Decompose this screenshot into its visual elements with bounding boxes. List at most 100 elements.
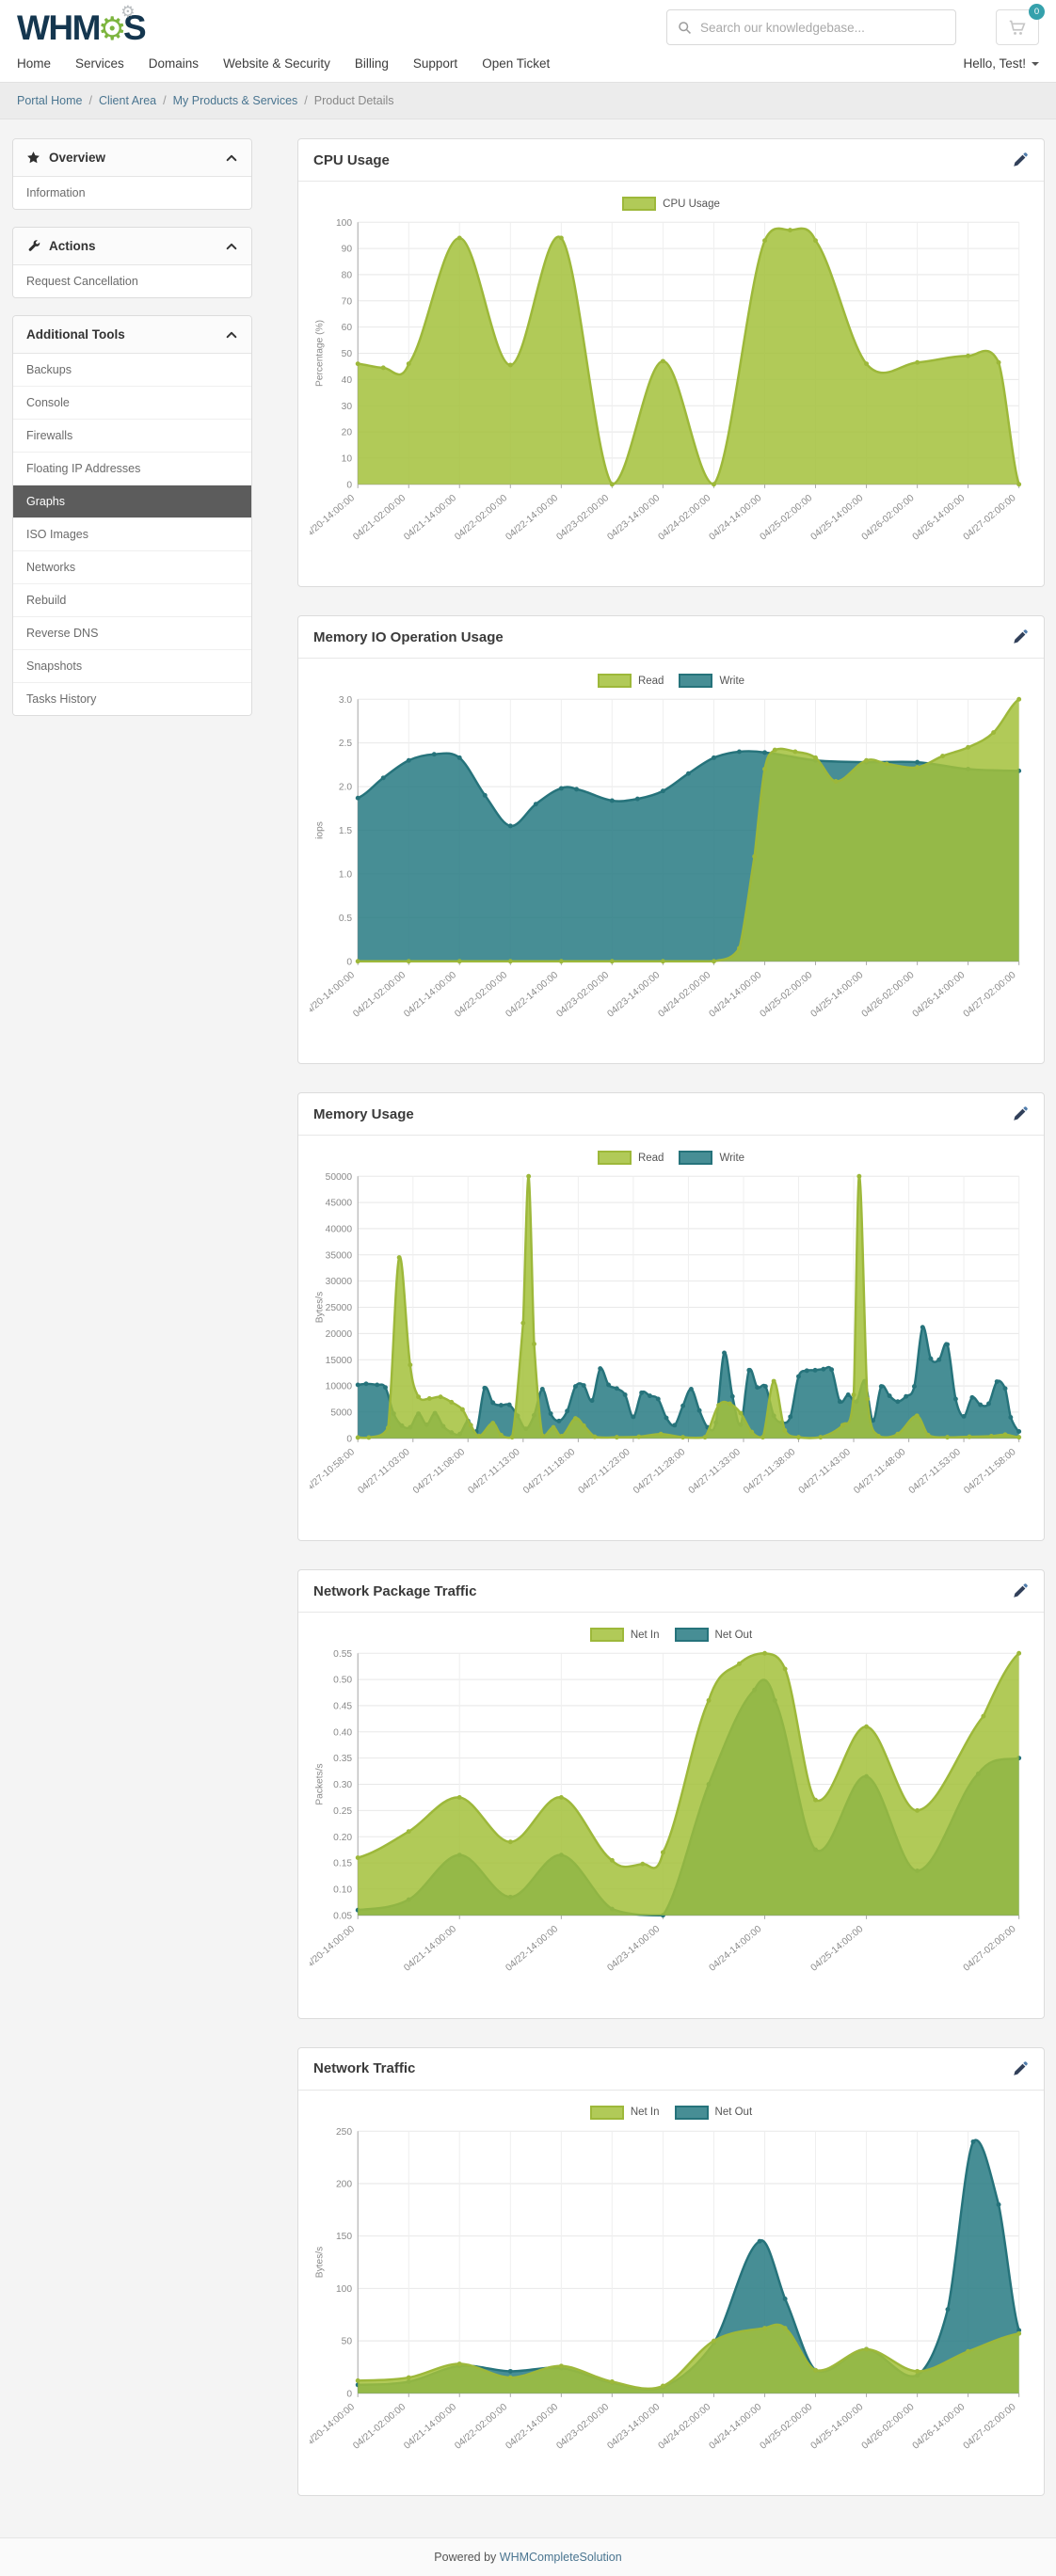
sidebar-item-reverse-dns[interactable]: Reverse DNS: [13, 617, 251, 650]
nav-item-domains[interactable]: Domains: [148, 56, 200, 71]
svg-text:30: 30: [342, 402, 353, 412]
chevron-down-icon: [1032, 61, 1039, 66]
svg-text:04/23-14:00:00: 04/23-14:00:00: [606, 1924, 663, 1974]
svg-text:60: 60: [342, 323, 353, 333]
area-chart: 0 50 100 150 200 250 04/20-14:00:0004/21-02:00…: [310, 2126, 1022, 2451]
sidebar-group-header[interactable]: Additional Tools: [13, 316, 251, 354]
svg-text:04/26-02:00:00: 04/26-02:00:00: [860, 2401, 917, 2451]
svg-text:04/21-02:00:00: 04/21-02:00:00: [351, 970, 408, 1020]
cart-button[interactable]: 0: [996, 4, 1045, 45]
logo-text-pre: WHM: [17, 8, 101, 47]
breadcrumb-item-client-area[interactable]: Client Area: [98, 94, 157, 107]
legend-item-net-in: Net In: [589, 1628, 660, 1643]
legend-swatch: [679, 674, 713, 689]
sidebar-item-rebuild[interactable]: Rebuild: [13, 584, 251, 617]
nav-item-services[interactable]: Services: [75, 56, 124, 71]
sidebar-item-graphs[interactable]: Graphs: [13, 485, 251, 518]
chevron-up-icon[interactable]: [225, 328, 238, 342]
svg-text:10000: 10000: [326, 1382, 353, 1392]
svg-text:0: 0: [346, 480, 352, 490]
svg-text:0.55: 0.55: [333, 1649, 352, 1660]
svg-text:50: 50: [342, 2336, 353, 2346]
svg-text:04/20-14:00:00: 04/20-14:00:00: [310, 493, 357, 543]
sidebar-item-floating-ip-addresses[interactable]: Floating IP Addresses: [13, 453, 251, 485]
breadcrumb-item-my-products-services[interactable]: My Products & Services: [172, 94, 298, 107]
breadcrumb-item-portal-home[interactable]: Portal Home: [17, 94, 83, 107]
sidebar-item-information[interactable]: Information: [13, 177, 251, 209]
pencil-icon[interactable]: [1012, 628, 1029, 645]
panel-title: CPU Usage: [313, 151, 390, 168]
chart-legend: Read Write: [310, 1145, 1032, 1167]
whmcs-logo[interactable]: WHM ⚙ ⚙ S: [17, 4, 147, 47]
sidebar-item-iso-images[interactable]: ISO Images: [13, 518, 251, 551]
svg-text:04/24-14:00:00: 04/24-14:00:00: [708, 1924, 764, 1974]
svg-text:04/25-14:00:00: 04/25-14:00:00: [809, 970, 866, 1020]
breadcrumb-item-product-details: Product Details: [313, 94, 394, 107]
nav-item-open-ticket[interactable]: Open Ticket: [482, 56, 551, 71]
pencil-icon[interactable]: [1012, 1582, 1029, 1599]
charts-column: CPU Usage CPU Usage 0 10 20 30 40 50 60 70 80 90 100…: [297, 138, 1045, 2524]
svg-text:04/22-02:00:00: 04/22-02:00:00: [453, 970, 509, 1020]
sidebar-item-request-cancellation[interactable]: Request Cancellation: [13, 265, 251, 297]
svg-text:04/27-11:18:00: 04/27-11:18:00: [521, 1447, 577, 1496]
chart-panel-cpu-usage: CPU Usage CPU Usage 0 10 20 30 40 50 60 70 80 90 100…: [297, 138, 1045, 588]
nav-item-billing[interactable]: Billing: [354, 56, 389, 71]
panel-body: CPU Usage 0 10 20 30 40 50 60 70 80 90 100 04/20-14:…: [298, 182, 1044, 586]
svg-text:0.25: 0.25: [333, 1806, 352, 1817]
svg-text:04/24-02:00:00: 04/24-02:00:00: [657, 493, 713, 543]
svg-text:04/26-14:00:00: 04/26-14:00:00: [911, 2401, 968, 2451]
nav-item-support[interactable]: Support: [412, 56, 458, 71]
svg-text:04/25-02:00:00: 04/25-02:00:00: [759, 970, 815, 1020]
sidebar-item-console[interactable]: Console: [13, 387, 251, 420]
user-menu[interactable]: Hello, Test!: [963, 56, 1039, 71]
pencil-icon[interactable]: [1012, 2060, 1029, 2077]
svg-text:04/22-02:00:00: 04/22-02:00:00: [453, 2401, 509, 2451]
sidebar-item-firewalls[interactable]: Firewalls: [13, 420, 251, 453]
svg-text:0.50: 0.50: [333, 1676, 352, 1686]
svg-text:04/21-14:00:00: 04/21-14:00:00: [402, 1924, 458, 1974]
svg-text:70: 70: [342, 296, 353, 307]
svg-text:100: 100: [336, 2284, 352, 2295]
panel-header: CPU Usage: [298, 139, 1044, 182]
svg-text:04/21-02:00:00: 04/21-02:00:00: [351, 493, 408, 543]
svg-text:04/22-14:00:00: 04/22-14:00:00: [504, 970, 560, 1020]
svg-text:Packets/s: Packets/s: [314, 1764, 325, 1805]
legend-swatch: [674, 2105, 709, 2120]
svg-text:15000: 15000: [326, 1356, 353, 1366]
svg-text:04/27-11:48:00: 04/27-11:48:00: [852, 1447, 907, 1496]
legend-swatch: [589, 1628, 624, 1643]
sidebar-group-actions: Actions Request Cancellation: [12, 227, 252, 298]
panel-header: Network Package Traffic: [298, 1570, 1044, 1614]
sidebar-item-snapshots[interactable]: Snapshots: [13, 650, 251, 683]
legend-label: Read: [637, 675, 664, 687]
sidebar-group-header[interactable]: Overview: [13, 139, 251, 177]
legend-item-write: Write: [679, 674, 744, 689]
sidebar-group-overview: Overview Information: [12, 138, 252, 210]
sidebar-item-backups[interactable]: Backups: [13, 354, 251, 387]
page-footer: Powered by WHMCompleteSolution: [0, 2536, 1056, 2576]
svg-text:0: 0: [346, 1435, 352, 1445]
panel-header: Memory IO Operation Usage: [298, 616, 1044, 660]
sidebar-group-title: Additional Tools: [26, 327, 125, 342]
sidebar-item-tasks-history[interactable]: Tasks History: [13, 683, 251, 715]
svg-text:150: 150: [336, 2232, 352, 2242]
svg-text:20: 20: [342, 428, 353, 438]
svg-text:04/27-02:00:00: 04/27-02:00:00: [962, 493, 1018, 543]
pencil-icon[interactable]: [1012, 1105, 1029, 1122]
nav-item-website-security[interactable]: Website & Security: [223, 56, 330, 71]
chevron-up-icon[interactable]: [225, 151, 238, 165]
panel-title: Network Traffic: [313, 2060, 416, 2077]
svg-text:04/26-14:00:00: 04/26-14:00:00: [911, 493, 968, 543]
footer-link[interactable]: WHMCompleteSolution: [499, 2550, 622, 2564]
logo-text-post: S: [122, 8, 147, 47]
svg-text:1.5: 1.5: [339, 826, 353, 836]
chart-panel-memory-io-operation-usage: Memory IO Operation Usage Read Write 0 0.5 1.…: [297, 615, 1045, 1065]
nav-item-home[interactable]: Home: [17, 56, 52, 71]
sidebar-group-header[interactable]: Actions: [13, 228, 251, 265]
legend-swatch: [597, 1151, 632, 1166]
search-input[interactable]: [700, 20, 946, 35]
sidebar-item-networks[interactable]: Networks: [13, 551, 251, 584]
svg-text:04/20-14:00:00: 04/20-14:00:00: [310, 970, 357, 1020]
chevron-up-icon[interactable]: [225, 240, 238, 253]
pencil-icon[interactable]: [1012, 151, 1029, 168]
